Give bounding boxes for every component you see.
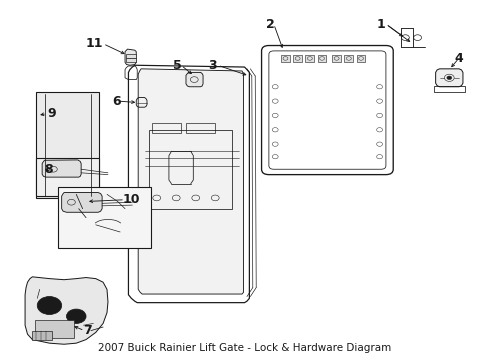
Text: 2007 Buick Rainier Lift Gate - Lock & Hardware Diagram: 2007 Buick Rainier Lift Gate - Lock & Ha… (98, 343, 390, 353)
Text: 7: 7 (83, 324, 92, 337)
Bar (32, 330, 52, 339)
Bar (317, 55, 326, 62)
Bar (149, 130, 232, 209)
Bar (36, 92, 99, 198)
Bar (35, 320, 74, 338)
Polygon shape (138, 69, 243, 294)
Polygon shape (435, 69, 462, 87)
Polygon shape (25, 277, 108, 344)
Text: 5: 5 (173, 59, 182, 72)
Polygon shape (42, 160, 81, 177)
Bar (36, 158, 99, 196)
Text: 9: 9 (47, 107, 56, 120)
Bar (152, 123, 181, 134)
Circle shape (37, 297, 61, 315)
Polygon shape (185, 72, 203, 87)
Bar (281, 55, 289, 62)
Bar (293, 55, 302, 62)
Circle shape (446, 76, 451, 80)
Text: 2: 2 (265, 18, 274, 31)
Bar (433, 86, 465, 92)
Bar (126, 58, 136, 62)
Circle shape (66, 309, 86, 323)
Text: 4: 4 (454, 51, 463, 64)
Bar (126, 54, 136, 58)
Bar (331, 55, 340, 62)
Text: 8: 8 (44, 163, 53, 176)
Polygon shape (125, 49, 136, 65)
Polygon shape (61, 193, 102, 212)
Bar (185, 123, 215, 134)
Text: 6: 6 (112, 95, 120, 108)
Text: 1: 1 (376, 18, 385, 31)
Bar (344, 55, 352, 62)
Text: 3: 3 (208, 59, 217, 72)
Bar (58, 187, 151, 248)
Bar (305, 55, 314, 62)
Text: 10: 10 (122, 193, 140, 206)
Bar (356, 55, 365, 62)
Text: 11: 11 (86, 37, 103, 50)
